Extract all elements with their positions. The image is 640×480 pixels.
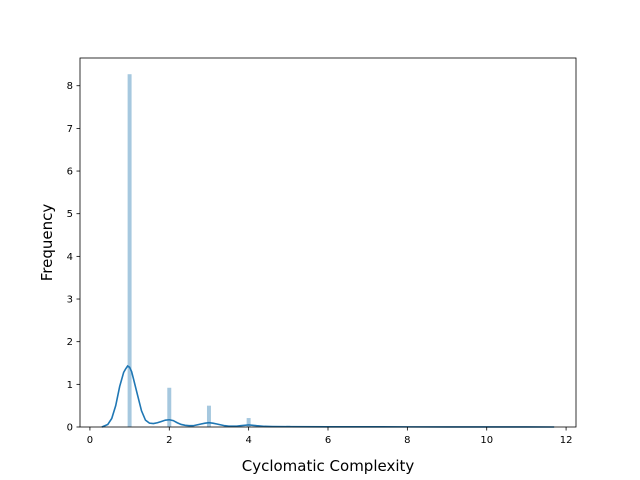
histogram-bar (206, 405, 211, 427)
y-tick-label: 8 (67, 81, 73, 92)
x-tick-label: 10 (480, 435, 493, 446)
y-tick-label: 0 (67, 423, 73, 434)
histogram-bar (246, 418, 251, 427)
y-tick-label: 1 (67, 380, 73, 391)
histogram-bar (167, 387, 172, 427)
y-tick-label: 2 (67, 337, 73, 348)
x-tick-label: 4 (245, 435, 251, 446)
y-tick-label: 7 (67, 124, 73, 135)
y-tick-label: 3 (67, 295, 73, 306)
x-tick-label: 2 (166, 435, 172, 446)
y-axis-label: Frequency (38, 204, 56, 282)
histogram-bars (127, 74, 529, 428)
x-tick-label: 8 (404, 435, 410, 446)
y-tick-label: 4 (67, 252, 73, 263)
x-tick-label: 12 (560, 435, 573, 446)
x-axis-ticks: 0 2 4 6 8 10 12 (87, 427, 573, 446)
kde-line (101, 364, 555, 428)
y-tick-label: 5 (67, 209, 73, 220)
x-tick-label: 6 (325, 435, 331, 446)
x-tick-label: 0 (87, 435, 93, 446)
y-axis-ticks: 0 1 2 3 4 5 6 7 8 (67, 81, 80, 434)
plot-frame (79, 57, 577, 428)
histogram-bar (127, 74, 132, 428)
x-axis-label: Cyclomatic Complexity (242, 457, 415, 475)
y-tick-label: 6 (67, 167, 73, 178)
